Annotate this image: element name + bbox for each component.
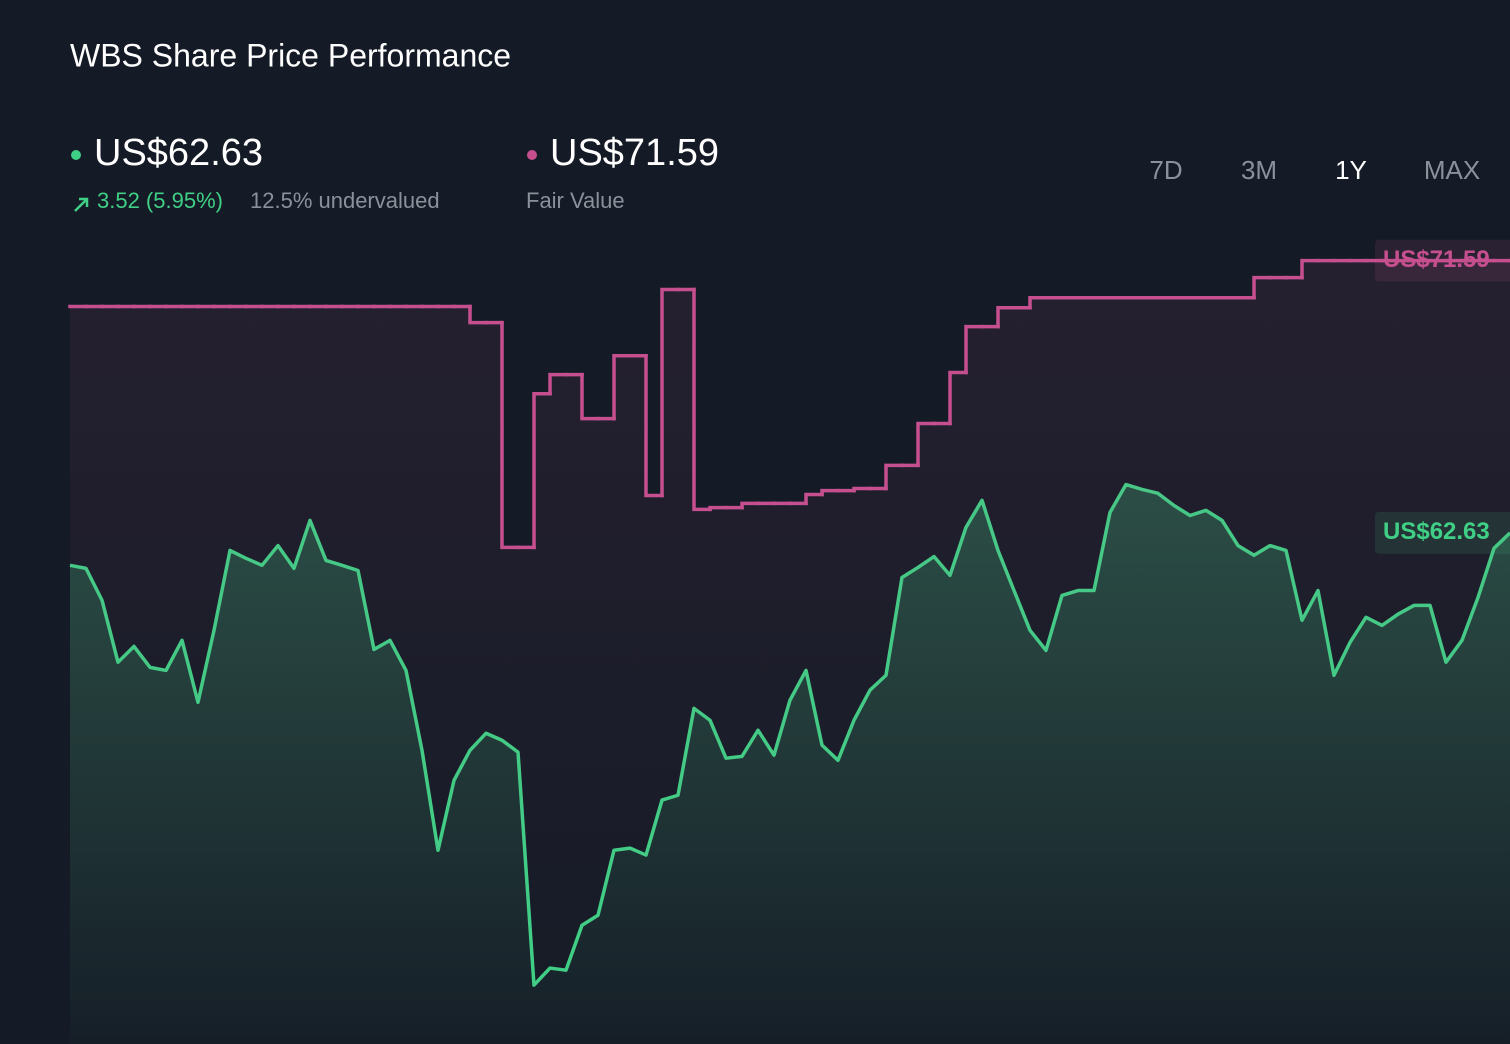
timeframes: 7D 3M 1Y MAX: [1149, 155, 1480, 185]
timeframe-button[interactable]: MAX: [1424, 155, 1480, 185]
up-arrow: [74, 197, 89, 212]
fair-value-step: [468, 304, 488, 325]
timeframe-button[interactable]: 7D: [1149, 155, 1182, 185]
fair-value-step: [804, 492, 824, 506]
price-change: 3.52 (5.95%): [97, 188, 223, 213]
fair-value-area: [70, 260, 1510, 1044]
fair-value-step: [740, 501, 760, 510]
fair-value-step: [612, 353, 632, 421]
timeframe-button[interactable]: 1Y: [1335, 155, 1367, 185]
fair-value-step: [996, 306, 1016, 329]
title: WBS Share Price Performance: [70, 37, 511, 73]
end-label: US$71.59: [1383, 246, 1490, 273]
valuation: 12.5% undervalued: [250, 188, 440, 213]
end-label-box: [1375, 511, 1510, 554]
fair-value-step: [964, 324, 984, 375]
plot: US$62.63 US$71.59: [68, 239, 1510, 1044]
fair-value-step: [1300, 258, 1320, 280]
fair-value-step: [852, 486, 872, 493]
price: US$62.63: [94, 132, 263, 174]
fair-value-step: [500, 320, 520, 550]
fair-value-step: [884, 463, 904, 491]
fair-value-step: [580, 372, 600, 421]
fair-value-step: [708, 505, 728, 512]
timeframe-button[interactable]: 3M: [1241, 155, 1277, 185]
fair-value-step: [692, 287, 712, 512]
fair-value-step: [916, 421, 936, 468]
fair-value-step: [1028, 295, 1048, 310]
fair-value-dot: [527, 150, 537, 160]
fair-value-step: [532, 391, 552, 550]
fair-value: US$71.59: [550, 132, 719, 174]
fair-value-step: [644, 353, 664, 498]
fair-value-step: [1252, 275, 1272, 300]
price-dot: [71, 150, 81, 160]
fair-value-step: [548, 372, 568, 396]
fair-value-step: [948, 370, 968, 426]
fair-value-label: Fair Value: [526, 188, 625, 213]
end-label: US$62.63: [1383, 518, 1490, 545]
fair-value-step: [820, 488, 840, 497]
end-label-box: [1375, 239, 1510, 282]
fair-value-step: [660, 287, 680, 498]
